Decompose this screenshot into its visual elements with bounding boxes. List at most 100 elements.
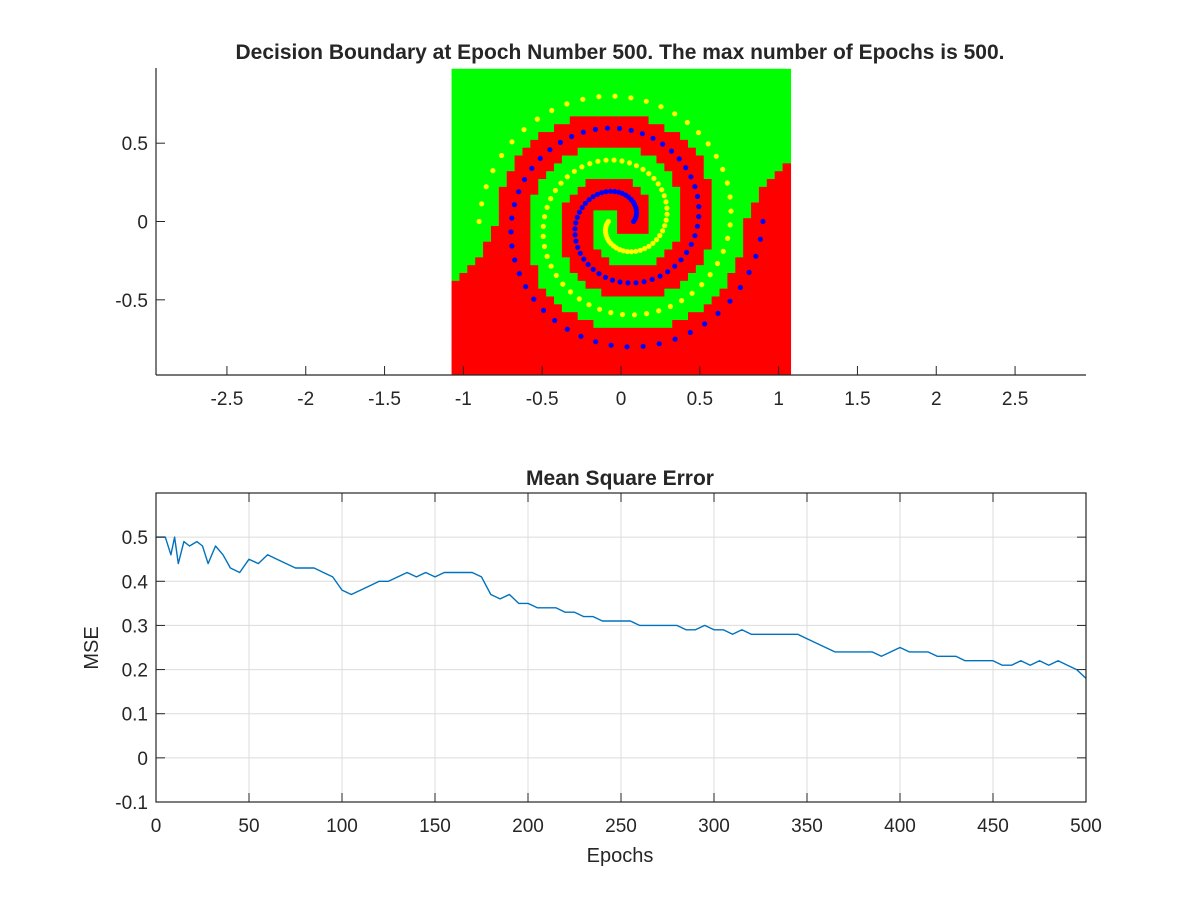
region-cell (774, 147, 784, 156)
region-cell (617, 280, 626, 289)
region-cell (530, 233, 539, 242)
region-cell (593, 123, 602, 133)
region-cell (664, 358, 673, 367)
point-yellow (612, 93, 618, 99)
region-cell (727, 350, 736, 360)
region-cell (593, 100, 602, 109)
region-cell (719, 350, 728, 360)
mse-grid (155, 493, 1087, 803)
region-cell (751, 162, 760, 172)
region-cell (459, 154, 468, 164)
region-cell (711, 342, 721, 352)
region-cell (451, 123, 461, 133)
region-cell (569, 350, 579, 360)
region-cell (585, 107, 595, 117)
point-yellow (540, 233, 546, 239)
region-cell (640, 154, 650, 164)
region-cell (561, 178, 571, 187)
region-cell (522, 115, 531, 125)
region-cell (617, 100, 626, 109)
region-cell (475, 186, 484, 195)
point-blue (586, 197, 592, 203)
region-cell (506, 115, 516, 125)
region-cell (703, 92, 713, 101)
region-cell (766, 170, 776, 180)
region-cell (632, 327, 642, 336)
region-cell (522, 194, 531, 203)
region-cell (530, 131, 539, 140)
point-yellow (727, 194, 733, 200)
region-cell (451, 303, 461, 313)
region-cell (483, 288, 492, 297)
region-cell (703, 147, 713, 156)
region-cell (554, 201, 563, 211)
region-cell (727, 358, 736, 367)
region-cell (735, 217, 744, 227)
region-cell (751, 68, 760, 78)
region-cell (680, 186, 689, 195)
region-cell (687, 107, 697, 117)
region-cell (743, 280, 752, 289)
region-cell (490, 233, 500, 242)
region-cell (522, 295, 531, 305)
region-cell (648, 115, 658, 125)
region-cell (577, 335, 587, 344)
region-cell (514, 358, 524, 367)
region-cell (514, 225, 524, 234)
point-blue (590, 266, 596, 272)
region-cell (467, 288, 476, 297)
region-cell (593, 186, 602, 195)
region-cell (561, 201, 571, 211)
region-cell (656, 170, 665, 180)
region-cell (680, 280, 689, 289)
region-cell (751, 194, 760, 203)
region-cell (672, 350, 681, 360)
region-cell (506, 350, 516, 360)
point-yellow (553, 272, 559, 278)
region-cell (624, 170, 634, 180)
region-cell (703, 131, 713, 140)
region-cell (593, 170, 602, 180)
region-cell (624, 201, 634, 211)
region-cell (601, 162, 610, 172)
region-cell (490, 350, 500, 360)
point-blue (650, 135, 656, 141)
region-cell (530, 225, 539, 234)
region-cell (656, 280, 665, 289)
region-cell (680, 342, 689, 352)
region-cell (546, 162, 555, 172)
region-cell (719, 154, 728, 164)
region-cell (743, 327, 752, 336)
region-cell (490, 68, 500, 78)
region-cell (774, 342, 784, 352)
region-cell (735, 303, 744, 313)
region-cell (569, 248, 579, 258)
region-cell (467, 335, 476, 344)
region-cell (703, 319, 713, 328)
region-cell (451, 170, 461, 180)
region-cell (695, 225, 705, 234)
region-cell (719, 209, 728, 219)
region-cell (561, 92, 571, 101)
region-cell (467, 123, 476, 133)
region-cell (632, 131, 642, 140)
region-cell (554, 217, 563, 227)
region-cell (483, 209, 492, 219)
region-cell (498, 366, 508, 375)
region-cell (514, 131, 524, 140)
region-cell (451, 264, 461, 273)
region-cell (554, 147, 563, 156)
region-cell (656, 335, 665, 344)
region-cell (727, 311, 736, 320)
point-yellow (644, 311, 650, 317)
point-yellow (631, 312, 638, 318)
region-cell (695, 335, 705, 344)
region-cell (648, 154, 658, 164)
region-cell (530, 170, 539, 180)
region-cell (490, 335, 500, 344)
region-cell (554, 194, 563, 203)
region-cell (703, 280, 713, 289)
region-cell (711, 319, 721, 328)
region-cell (624, 264, 634, 273)
region-cell (774, 186, 784, 195)
